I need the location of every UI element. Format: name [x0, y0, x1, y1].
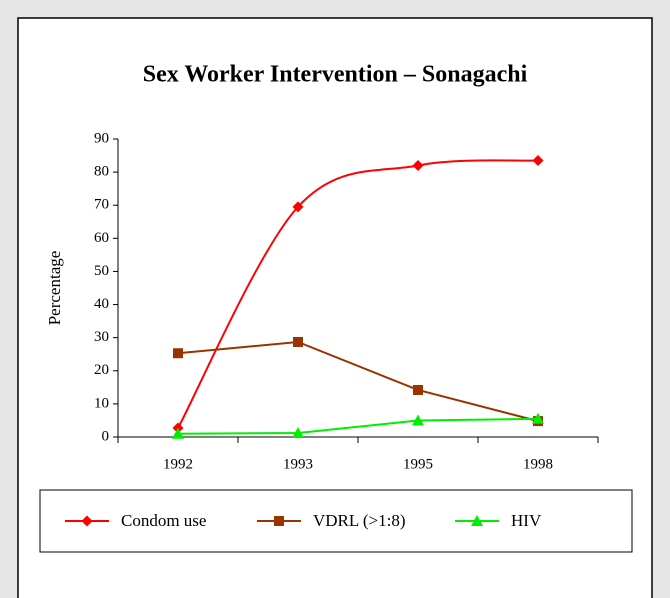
marker	[412, 414, 424, 426]
marker	[532, 412, 544, 424]
legend-marker	[471, 515, 483, 526]
y-axis-label: Percentage	[45, 251, 64, 326]
chart-title: Sex Worker Intervention – Sonagachi	[143, 62, 528, 88]
legend-label: HIV	[511, 511, 542, 530]
legend-box	[39, 489, 633, 553]
marker	[293, 336, 303, 347]
marker	[173, 348, 183, 359]
y-tick-label: 90	[94, 130, 109, 146]
marker	[172, 427, 184, 439]
series-line	[177, 340, 539, 423]
y-tick-label: 80	[94, 164, 109, 180]
x-tick-label: 1992	[163, 456, 193, 472]
y-tick-label: 10	[94, 395, 109, 411]
series-line	[177, 159, 539, 429]
y-tick-label: 20	[94, 362, 109, 378]
legend-label: VDRL (>1:8)	[313, 511, 406, 530]
x-tick-label: 1998	[523, 456, 553, 472]
y-tick-label: 60	[94, 230, 109, 246]
legend-label: Condom use	[121, 511, 206, 530]
legend-marker	[81, 515, 93, 527]
marker	[532, 155, 544, 167]
y-tick-label: 50	[94, 263, 109, 279]
series-line	[177, 417, 539, 435]
y-tick-label: 0	[102, 428, 110, 444]
marker	[292, 427, 304, 439]
marker	[292, 201, 304, 213]
y-tick-label: 70	[94, 197, 109, 213]
x-tick-label: 1993	[283, 456, 313, 472]
marker	[412, 159, 424, 171]
legend-marker	[274, 516, 284, 526]
y-tick-label: 40	[94, 296, 109, 312]
marker	[413, 384, 423, 395]
y-tick-label: 30	[94, 329, 109, 345]
x-tick-label: 1995	[403, 456, 433, 472]
